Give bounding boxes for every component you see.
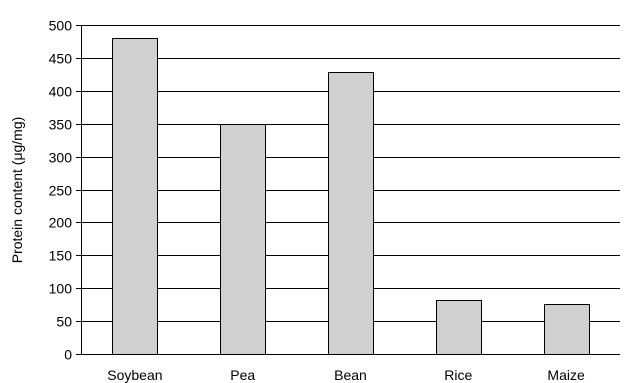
x-category-label: Soybean xyxy=(107,367,162,383)
y-axis-label: Protein content (μg/mg) xyxy=(9,117,25,264)
y-tick-labels: 0 50 100 150 200 250 300 350 400 450 500 xyxy=(49,18,73,363)
bar-pea xyxy=(220,124,266,355)
y-tick-label: 200 xyxy=(49,215,73,231)
bars xyxy=(112,38,590,355)
x-category-label: Pea xyxy=(230,367,255,383)
bar-rice xyxy=(436,300,482,355)
x-category-label: Bean xyxy=(334,367,367,383)
y-tick-label: 150 xyxy=(49,248,73,264)
x-category-labels: Soybean Pea Bean Rice Maize xyxy=(107,367,585,383)
y-tick-label: 0 xyxy=(64,347,72,363)
bar-soybean xyxy=(112,38,158,355)
y-tick-label: 500 xyxy=(49,18,73,34)
y-tick-label: 300 xyxy=(49,150,73,166)
y-tick-label: 350 xyxy=(49,117,73,133)
x-category-label: Rice xyxy=(444,367,472,383)
x-category-label: Maize xyxy=(547,367,585,383)
y-tick-label: 100 xyxy=(49,281,73,297)
y-tick-label: 50 xyxy=(56,314,72,330)
y-tick-label: 250 xyxy=(49,183,73,199)
y-tick-label: 450 xyxy=(49,51,73,67)
bar-bean xyxy=(328,72,374,355)
y-tick-label: 400 xyxy=(49,84,73,100)
axes xyxy=(76,25,620,355)
bar-maize xyxy=(544,304,590,355)
